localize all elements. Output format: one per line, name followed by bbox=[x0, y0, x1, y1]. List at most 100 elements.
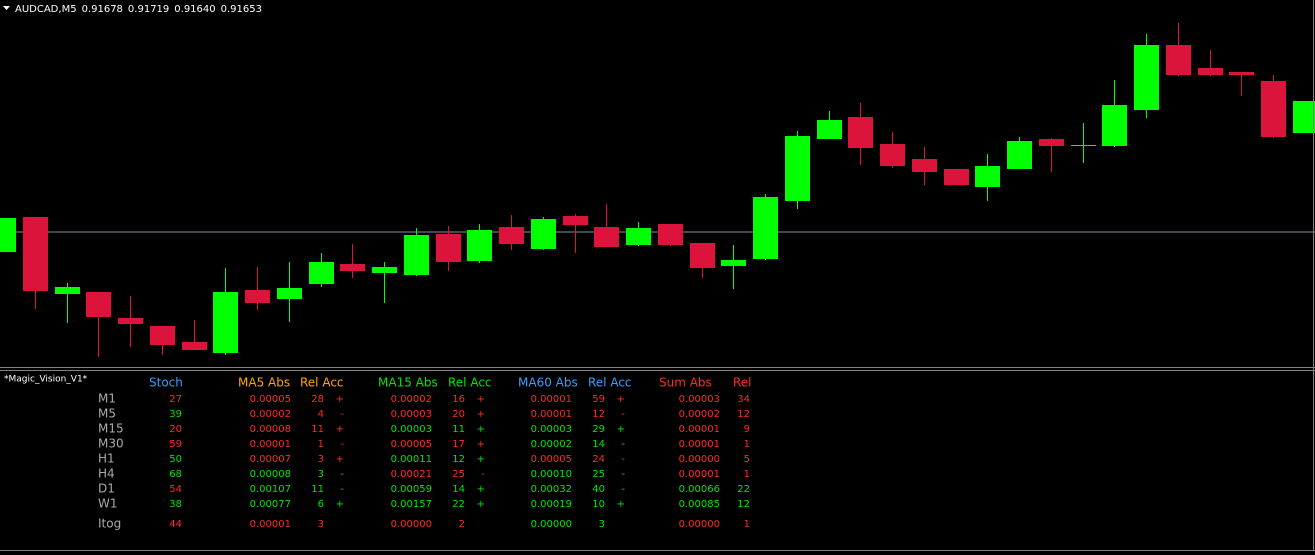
column-header: Rel bbox=[733, 376, 752, 390]
table-cell: 11 bbox=[452, 424, 465, 435]
column-header: MA15 Abs bbox=[378, 376, 438, 390]
candle-body bbox=[626, 228, 651, 245]
table-cell: - bbox=[340, 469, 344, 480]
table-cell: 0.00002 bbox=[531, 439, 572, 450]
table-cell: - bbox=[621, 409, 625, 420]
table-cell: 3 bbox=[599, 519, 605, 530]
table-cell: 0.00001 bbox=[250, 519, 291, 530]
table-cell: + bbox=[336, 394, 344, 405]
table-cell: 0.00021 bbox=[391, 469, 432, 480]
table-cell: 0.00077 bbox=[250, 499, 291, 510]
candle-body bbox=[944, 169, 969, 185]
candle-body bbox=[1198, 68, 1223, 75]
table-cell: + bbox=[477, 439, 485, 450]
table-cell: 25 bbox=[592, 469, 605, 480]
candle-body bbox=[563, 216, 588, 225]
table-cell: 14 bbox=[452, 484, 465, 495]
table-cell: 25 bbox=[452, 469, 465, 480]
candle-body bbox=[817, 120, 842, 139]
candle-body bbox=[340, 264, 365, 271]
table-cell: + bbox=[477, 424, 485, 435]
symbol-menu-arrow[interactable] bbox=[3, 6, 10, 10]
table-cell: + bbox=[477, 499, 485, 510]
column-header: Rel Acc bbox=[588, 376, 632, 390]
table-cell: 0.00003 bbox=[531, 424, 572, 435]
table-cell: 0.00000 bbox=[531, 519, 572, 530]
table-cell: 0.00001 bbox=[679, 469, 720, 480]
table-cell: 12 bbox=[452, 454, 465, 465]
table-cell: 0.00001 bbox=[679, 439, 720, 450]
price-chart bbox=[0, 23, 1315, 357]
row-label: W1 bbox=[98, 497, 118, 511]
table-cell: 4 bbox=[318, 409, 324, 420]
table-cell: 10 bbox=[592, 499, 605, 510]
header-field: AUDCAD,M5 bbox=[15, 4, 77, 15]
candle-body bbox=[0, 218, 16, 252]
candle-body bbox=[372, 267, 397, 273]
candle-body bbox=[150, 326, 175, 345]
table-cell: - bbox=[621, 454, 625, 465]
table-cell: 0.00011 bbox=[391, 454, 432, 465]
candle-body bbox=[404, 235, 429, 275]
row-label: M1 bbox=[98, 392, 116, 406]
table-cell: + bbox=[617, 394, 625, 405]
candle-body bbox=[690, 243, 715, 268]
table-cell: 3 bbox=[318, 469, 324, 480]
candle-body bbox=[1039, 139, 1064, 146]
table-cell: 0.00085 bbox=[679, 499, 720, 510]
table-cell: 0.00002 bbox=[250, 409, 291, 420]
table-cell: + bbox=[477, 409, 485, 420]
candle-body bbox=[531, 219, 556, 249]
table-cell: 11 bbox=[311, 424, 324, 435]
column-header: Sum Abs bbox=[659, 376, 712, 390]
indicator-table: Stoch MA5 Abs Rel Acc MA15 Abs Rel Acc MA60 A… bbox=[98, 376, 752, 531]
table-cell: 11 bbox=[311, 484, 324, 495]
table-cell: 9 bbox=[744, 424, 750, 435]
candle-body bbox=[277, 288, 302, 299]
table-cell: + bbox=[336, 454, 344, 465]
table-cell: 1 bbox=[744, 519, 750, 530]
chart-header: AUDCAD,M5 0.91678 0.91719 0.91640 0.91653 bbox=[15, 4, 262, 15]
table-cell: 0.00003 bbox=[391, 409, 432, 420]
row-label: D1 bbox=[98, 482, 115, 496]
candle-body bbox=[658, 224, 683, 245]
candle-body bbox=[721, 260, 746, 266]
candle-body bbox=[309, 262, 334, 284]
table-cell: 16 bbox=[452, 394, 465, 405]
column-header: MA5 Abs bbox=[238, 376, 290, 390]
table-cell: + bbox=[477, 454, 485, 465]
table-cell: - bbox=[340, 484, 344, 495]
table-cell: + bbox=[617, 424, 625, 435]
column-header: Rel Acc bbox=[448, 376, 492, 390]
table-cell: 44 bbox=[169, 519, 182, 530]
table-cell: 0.00000 bbox=[679, 519, 720, 530]
candle-body bbox=[213, 292, 238, 353]
table-cell: 0.00005 bbox=[531, 454, 572, 465]
table-cell: 0.00001 bbox=[679, 424, 720, 435]
candle-body bbox=[880, 144, 905, 166]
row-label: M5 bbox=[98, 407, 116, 421]
candle-body bbox=[1071, 145, 1096, 146]
candle-body bbox=[55, 287, 80, 294]
candle-body bbox=[975, 166, 1000, 187]
table-cell: 0.00157 bbox=[391, 499, 432, 510]
table-cell: 0.00002 bbox=[679, 409, 720, 420]
candle-body bbox=[594, 227, 619, 247]
table-cell: + bbox=[617, 499, 625, 510]
table-cell: 0.00008 bbox=[250, 469, 291, 480]
table-cell: 39 bbox=[169, 409, 182, 420]
table-cell: 0.00000 bbox=[391, 519, 432, 530]
candle-body bbox=[499, 227, 524, 244]
table-cell: 54 bbox=[169, 484, 182, 495]
table-cell: 68 bbox=[169, 469, 182, 480]
table-cell: 38 bbox=[169, 499, 182, 510]
column-header: Stoch bbox=[149, 376, 183, 390]
candle-body bbox=[1229, 72, 1254, 75]
table-cell: 29 bbox=[592, 424, 605, 435]
table-cell: 0.00010 bbox=[531, 469, 572, 480]
table-cell: + bbox=[336, 499, 344, 510]
candle-body bbox=[86, 292, 111, 317]
table-cell: 0.00001 bbox=[531, 394, 572, 405]
